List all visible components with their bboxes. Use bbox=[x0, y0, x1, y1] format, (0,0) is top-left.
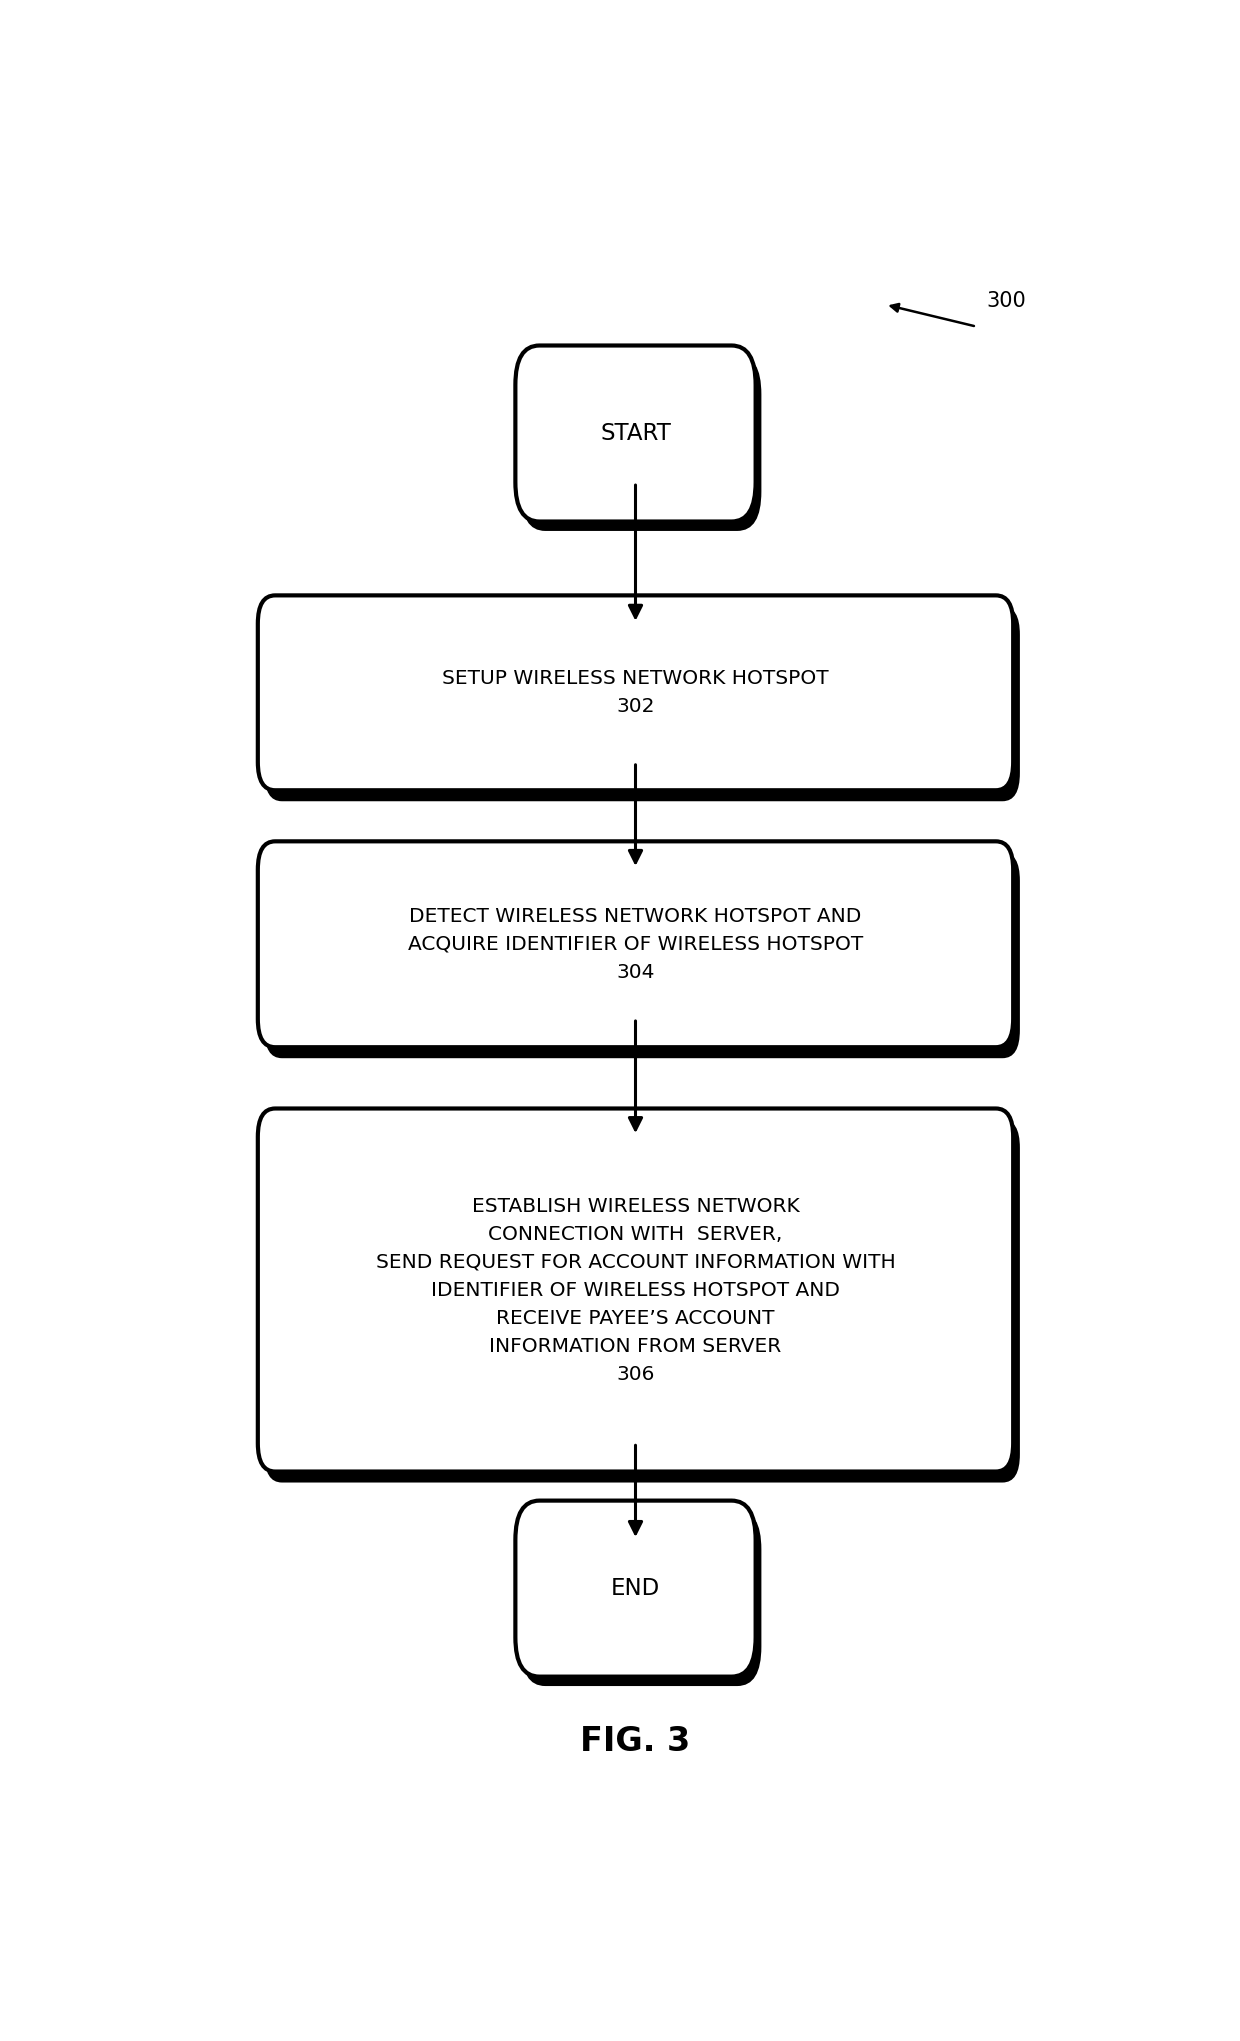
FancyBboxPatch shape bbox=[264, 853, 1019, 1057]
Text: END: END bbox=[611, 1578, 660, 1600]
Text: 300: 300 bbox=[986, 292, 1025, 312]
Text: SETUP WIRELESS NETWORK HOTSPOT
302: SETUP WIRELESS NETWORK HOTSPOT 302 bbox=[443, 669, 828, 716]
Text: FIG. 3: FIG. 3 bbox=[580, 1725, 691, 1757]
Text: ESTABLISH WIRELESS NETWORK
CONNECTION WITH  SERVER,
SEND REQUEST FOR ACCOUNT INF: ESTABLISH WIRELESS NETWORK CONNECTION WI… bbox=[376, 1196, 895, 1384]
FancyBboxPatch shape bbox=[516, 345, 755, 522]
Text: DETECT WIRELESS NETWORK HOTSPOT AND
ACQUIRE IDENTIFIER OF WIRELESS HOTSPOT
304: DETECT WIRELESS NETWORK HOTSPOT AND ACQU… bbox=[408, 906, 863, 982]
FancyBboxPatch shape bbox=[521, 1510, 761, 1686]
FancyBboxPatch shape bbox=[258, 1108, 1013, 1472]
FancyBboxPatch shape bbox=[521, 355, 761, 531]
FancyBboxPatch shape bbox=[264, 606, 1019, 802]
FancyBboxPatch shape bbox=[264, 1121, 1019, 1482]
FancyBboxPatch shape bbox=[258, 841, 1013, 1047]
FancyBboxPatch shape bbox=[258, 596, 1013, 790]
Text: START: START bbox=[600, 422, 671, 445]
FancyBboxPatch shape bbox=[516, 1500, 755, 1676]
